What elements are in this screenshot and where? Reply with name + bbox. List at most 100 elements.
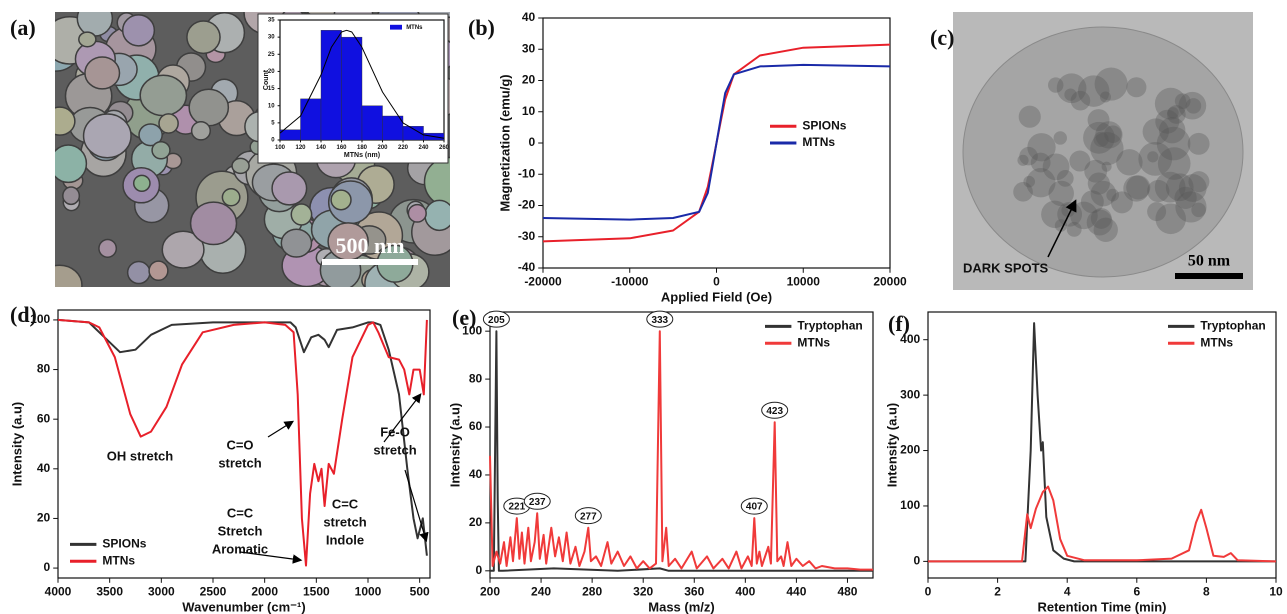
dark-spot [1185, 98, 1202, 114]
particle [423, 156, 450, 208]
dark-spot [1156, 126, 1191, 161]
dark-spot [1175, 191, 1207, 223]
dark-spot [1095, 121, 1123, 149]
histogram-bar [279, 129, 301, 141]
x-tick-label: -20000 [524, 275, 562, 289]
x-tick-label: 200 [480, 585, 500, 599]
particle [132, 174, 151, 193]
peak-label-box [482, 310, 510, 328]
dark-spot [1064, 88, 1077, 101]
y-tick-label: 100 [900, 498, 920, 512]
x-axis-label: Wavenumber (cm⁻¹) [182, 599, 305, 614]
x-axis-label: Mass (m/z) [648, 599, 714, 614]
x-tick-label: 400 [735, 585, 755, 599]
peak-label: 205 [488, 315, 505, 326]
x-tick-label: 200 [377, 145, 388, 151]
peak-label-box [574, 507, 602, 525]
dark-spot [1080, 190, 1104, 214]
particle [189, 201, 238, 246]
dark-spot [1048, 77, 1064, 93]
dark-spot [1147, 202, 1167, 222]
scale-bar [1175, 273, 1243, 279]
dark-spot [1187, 132, 1210, 155]
plot-frame [927, 311, 1277, 579]
plot-frame [489, 311, 874, 579]
dark-spot [1142, 118, 1169, 145]
dark-spot [1101, 161, 1112, 172]
dark-spot [1069, 150, 1091, 172]
particle [98, 238, 118, 258]
data-line [57, 318, 428, 567]
image-annotation: DARK SPOTS [963, 260, 1049, 275]
y-axis-label: Intensity (a.u) [9, 402, 24, 487]
dark-spot [1155, 109, 1180, 134]
dark-spot [1123, 175, 1150, 202]
panel-label: (c) [930, 25, 954, 50]
dark-spot [1106, 188, 1120, 202]
particle [55, 264, 83, 287]
dark-spot [1138, 141, 1173, 176]
x-tick-label: 160 [336, 145, 347, 151]
y-axis-label: Count [263, 69, 270, 90]
dark-spot [1110, 191, 1133, 214]
panel-label: (f) [888, 311, 910, 336]
dark-spot [1083, 121, 1115, 154]
plot-frame [57, 309, 431, 579]
y-tick-label: 5 [271, 120, 275, 126]
dark-spot [1104, 125, 1122, 144]
y-axis-label: Magnetization (emu/g) [497, 74, 512, 211]
y-tick-label: 100 [30, 312, 50, 326]
y-tick-label: 40 [522, 10, 536, 24]
dark-spot [1147, 179, 1170, 203]
dark-spot [1041, 200, 1069, 229]
dark-spot [1178, 91, 1207, 120]
histogram-bar [382, 115, 404, 141]
dark-spot [1086, 209, 1113, 236]
y-tick-label: 20 [268, 69, 275, 75]
dark-spot [1087, 172, 1110, 195]
y-tick-label: -30 [518, 229, 536, 243]
dark-spot [1116, 149, 1143, 176]
x-tick-label: 20000 [873, 275, 907, 289]
y-tick-label: 10 [522, 104, 536, 118]
dark-spot [1155, 203, 1186, 235]
legend-label: MTNs [797, 335, 830, 349]
panel-label: (b) [468, 15, 495, 40]
particle [121, 14, 156, 47]
particle [82, 113, 132, 159]
peak-label: 237 [529, 497, 546, 508]
dark-spot [1126, 77, 1147, 98]
dark-spot [1174, 186, 1197, 210]
dark-spot [1048, 180, 1074, 207]
annotation: stretch [323, 514, 366, 529]
dark-spot [1094, 67, 1128, 101]
arrow [239, 551, 303, 564]
y-tick-label: 60 [469, 419, 483, 433]
x-tick-label: 4 [1064, 585, 1071, 599]
annotation: C=O [226, 437, 253, 452]
particle [188, 88, 230, 127]
dark-spot [1158, 117, 1186, 144]
y-axis-label: Intensity (a.u) [884, 403, 899, 488]
x-tick-label: 6 [1133, 585, 1140, 599]
particle [190, 120, 212, 141]
dark-spot [1084, 159, 1108, 183]
legend-label: Tryptophan [797, 319, 862, 333]
legend-label: MTNs [1200, 335, 1233, 349]
dark-spot [1167, 107, 1179, 119]
y-tick-label: -40 [518, 260, 536, 274]
particle [158, 113, 179, 134]
dark-spot [1042, 153, 1070, 181]
peak-label: 277 [580, 511, 597, 522]
x-tick-label: 480 [837, 585, 857, 599]
annotation: Fe-O [380, 424, 410, 439]
panel-label: (e) [452, 305, 476, 330]
legend-swatch [390, 24, 402, 30]
y-tick-label: -10 [518, 166, 536, 180]
particle [271, 171, 308, 206]
y-tick-label: 20 [469, 515, 483, 529]
arrow [1047, 199, 1077, 258]
dark-spot [1053, 131, 1067, 145]
histogram-bar [300, 98, 322, 141]
